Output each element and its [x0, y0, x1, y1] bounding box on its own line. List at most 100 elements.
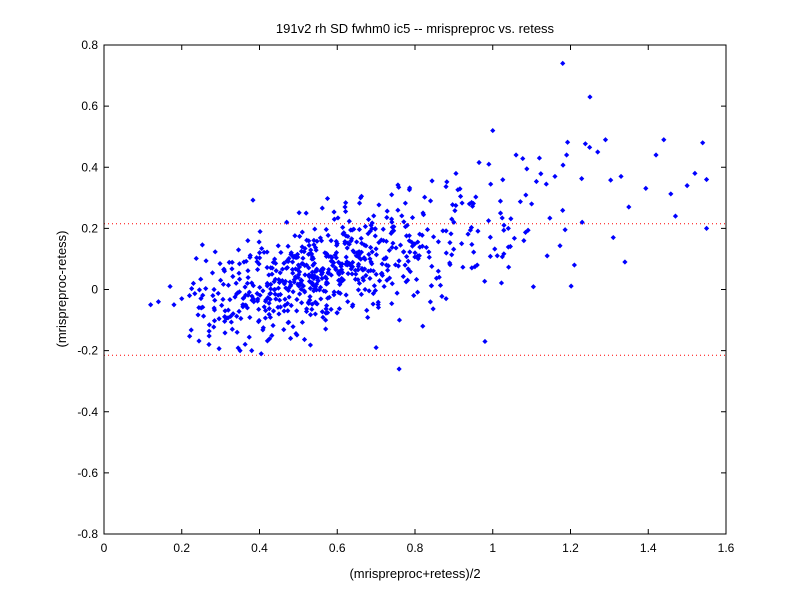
data-point — [449, 202, 456, 208]
data-point — [412, 254, 418, 260]
data-point — [626, 204, 632, 210]
data-point — [365, 314, 371, 321]
data-point — [371, 283, 377, 289]
data-point — [406, 238, 412, 244]
data-point — [582, 141, 588, 147]
data-point — [206, 333, 212, 339]
data-point — [365, 268, 371, 274]
data-point — [420, 210, 426, 216]
data-point — [270, 308, 277, 314]
data-point — [330, 262, 336, 269]
data-point — [246, 334, 252, 340]
data-point — [288, 302, 294, 309]
data-point — [222, 314, 228, 320]
data-point — [443, 250, 449, 256]
data-point — [447, 240, 453, 246]
data-point — [492, 246, 498, 252]
data-point — [353, 253, 359, 259]
data-point — [192, 291, 198, 297]
data-point — [299, 261, 305, 267]
data-point — [311, 242, 317, 248]
data-point — [211, 318, 218, 324]
data-point — [272, 286, 278, 293]
data-point — [317, 268, 324, 274]
data-point — [703, 176, 710, 183]
data-point — [241, 259, 247, 265]
data-point — [319, 309, 325, 315]
data-point — [455, 187, 461, 193]
data-point — [348, 238, 354, 244]
data-point — [490, 127, 496, 134]
data-point — [338, 267, 345, 273]
data-point — [311, 275, 317, 282]
data-point — [384, 277, 390, 283]
data-point — [298, 248, 305, 254]
data-point — [388, 230, 394, 236]
data-point — [285, 258, 291, 265]
data-point — [307, 285, 313, 292]
data-point — [346, 260, 352, 266]
data-point — [260, 288, 266, 294]
data-point — [405, 266, 411, 272]
data-point — [424, 226, 431, 233]
data-point — [236, 308, 242, 315]
data-point — [399, 213, 405, 219]
data-point — [323, 326, 329, 332]
data-point — [430, 306, 436, 312]
data-point — [475, 228, 481, 234]
data-point — [469, 199, 475, 206]
data-point — [395, 263, 401, 269]
data-point — [218, 277, 224, 283]
data-point — [322, 274, 329, 280]
y-tick-label: 0 — [91, 283, 98, 297]
data-point — [244, 305, 250, 311]
data-point — [296, 210, 302, 216]
data-point — [352, 267, 358, 273]
data-point — [552, 173, 558, 180]
data-point — [242, 341, 248, 347]
data-point — [417, 244, 423, 250]
data-point — [427, 299, 433, 305]
data-point — [345, 233, 351, 240]
data-point — [416, 253, 422, 259]
data-point — [423, 244, 429, 251]
data-point — [282, 278, 289, 284]
data-point — [339, 269, 346, 276]
data-point — [235, 290, 241, 296]
data-point — [459, 200, 465, 206]
data-point — [322, 317, 329, 323]
data-point — [465, 231, 471, 237]
data-point — [389, 244, 395, 251]
data-point — [187, 333, 193, 339]
data-point — [443, 296, 449, 302]
data-point — [485, 218, 492, 224]
data-point — [522, 229, 529, 235]
data-point — [661, 137, 667, 143]
data-point — [257, 284, 263, 291]
data-point — [279, 277, 285, 284]
data-point — [359, 240, 365, 246]
data-point — [256, 239, 262, 245]
data-point — [543, 181, 549, 187]
data-point — [270, 259, 276, 265]
data-point — [277, 270, 283, 276]
data-point — [291, 253, 298, 259]
data-point — [228, 313, 234, 319]
data-point — [533, 178, 540, 185]
data-point — [242, 284, 248, 290]
data-point — [394, 290, 400, 296]
data-point — [373, 252, 380, 258]
data-point — [211, 324, 217, 330]
data-point — [449, 252, 455, 258]
data-point — [406, 233, 412, 239]
data-point — [250, 197, 256, 203]
data-point — [273, 296, 279, 302]
data-point — [467, 227, 473, 233]
data-point — [236, 261, 243, 267]
data-point — [355, 263, 361, 269]
data-point — [290, 324, 296, 330]
data-point — [299, 300, 305, 306]
data-point — [700, 140, 706, 146]
data-point — [212, 249, 218, 255]
